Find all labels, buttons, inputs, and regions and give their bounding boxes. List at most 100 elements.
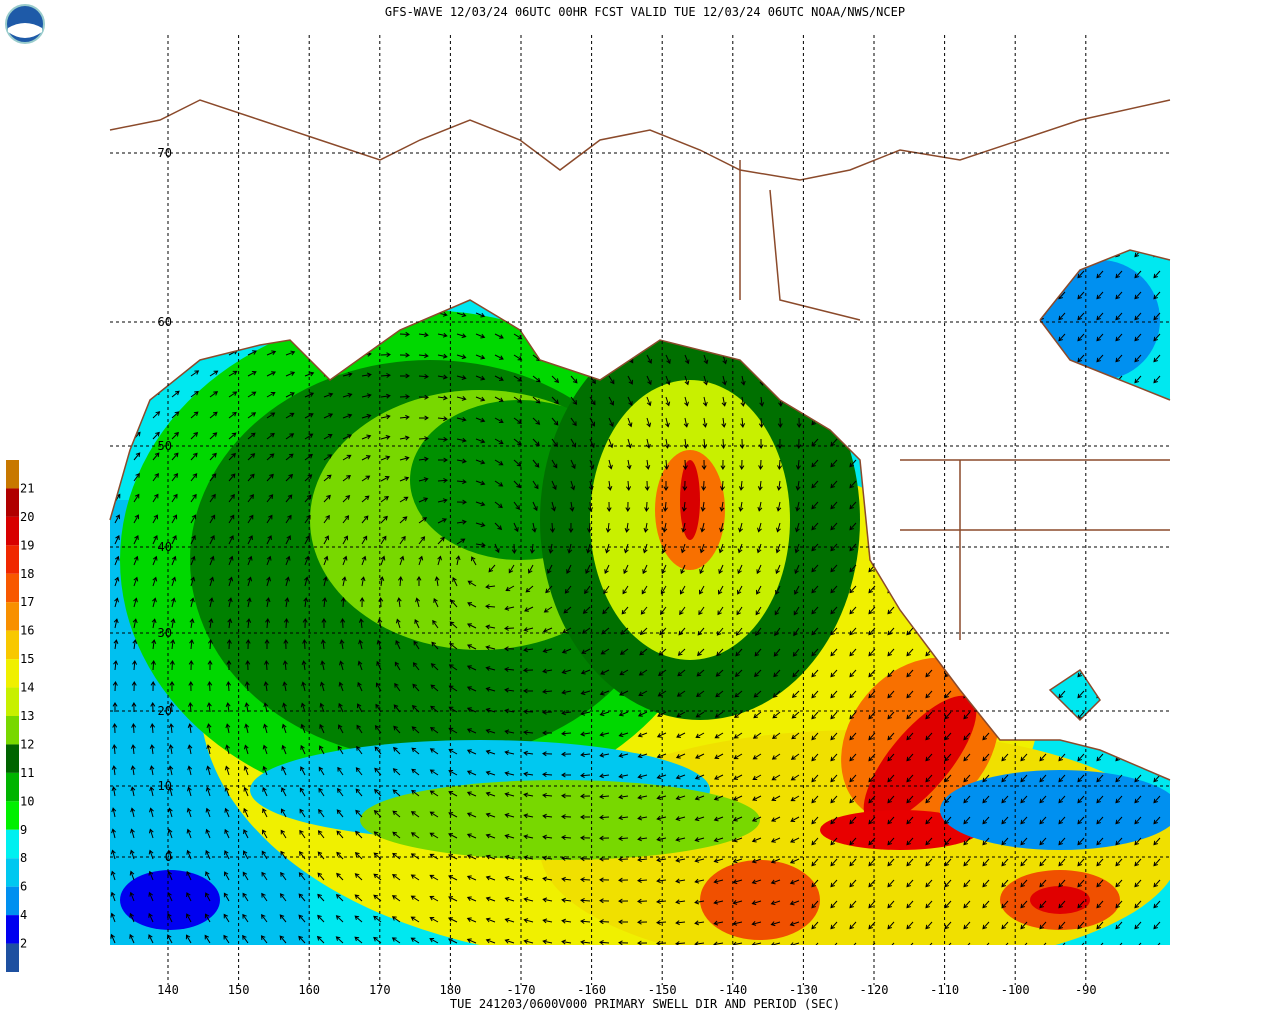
arrow	[982, 501, 990, 510]
arrow	[189, 639, 195, 650]
arrow	[656, 795, 667, 800]
arrow	[777, 459, 783, 470]
arrow	[562, 627, 572, 634]
arrow	[944, 921, 952, 930]
arrow	[532, 270, 542, 277]
arrow	[795, 459, 801, 470]
arrow	[171, 452, 179, 461]
arrow	[285, 412, 295, 419]
colorbar-swatch	[6, 915, 19, 944]
arrow	[523, 729, 534, 735]
latitude-label: 40	[158, 540, 172, 554]
arrow	[148, 828, 154, 839]
arrow	[1039, 816, 1047, 825]
arrow	[485, 791, 496, 797]
arrow	[1020, 606, 1028, 615]
longitude-label: 150	[228, 983, 250, 997]
arrow	[982, 942, 990, 945]
arrow	[113, 660, 119, 671]
arrow	[1058, 627, 1066, 636]
arrow	[779, 333, 784, 344]
arrow	[508, 564, 515, 574]
arrow	[718, 543, 724, 554]
arrow	[133, 555, 139, 566]
arrow	[1134, 732, 1142, 741]
arrow	[114, 348, 123, 356]
arrow	[1115, 564, 1123, 573]
arrow	[1115, 480, 1123, 489]
arrow	[925, 795, 933, 804]
arrow	[580, 772, 591, 778]
arrow	[792, 648, 800, 657]
arrow	[849, 900, 857, 909]
arrow	[722, 333, 728, 344]
arrow	[504, 750, 515, 756]
arrow	[209, 432, 218, 440]
arrow	[618, 940, 629, 945]
arrow	[411, 768, 420, 776]
arrow	[227, 597, 233, 608]
arrow	[830, 837, 838, 846]
arrow	[675, 920, 686, 926]
arrow	[1096, 774, 1104, 783]
arrow	[906, 480, 914, 489]
arrow	[1001, 900, 1009, 909]
arrow	[299, 808, 306, 818]
arrow	[242, 934, 249, 944]
arrow	[982, 564, 990, 573]
arrow	[339, 639, 345, 650]
arrow	[532, 291, 542, 298]
arrow	[485, 686, 496, 692]
arrow	[1039, 585, 1047, 594]
arrow	[963, 459, 971, 468]
arrow	[1001, 753, 1009, 762]
arrow	[1058, 795, 1066, 804]
arrow	[209, 370, 219, 377]
arrow	[228, 473, 236, 482]
arrow	[504, 625, 515, 631]
arrow	[342, 495, 351, 503]
arrow	[392, 810, 401, 818]
arrow	[849, 753, 857, 762]
arrow	[849, 354, 857, 363]
arrow	[1020, 585, 1028, 594]
arrow	[171, 370, 181, 377]
arrow	[356, 724, 363, 734]
arrow	[337, 788, 344, 797]
arrow	[694, 816, 705, 822]
arrow	[485, 917, 496, 923]
arrow	[713, 816, 724, 822]
arrow	[713, 941, 724, 945]
arrow	[152, 369, 161, 377]
arrow	[759, 354, 765, 365]
arrow	[830, 585, 838, 594]
arrow	[561, 669, 572, 675]
arrow	[1039, 879, 1047, 888]
latitude-label: 0	[165, 850, 172, 864]
arrow	[1153, 816, 1161, 825]
arrow	[675, 941, 686, 945]
arrow	[830, 270, 838, 279]
arrow	[646, 417, 652, 428]
arrow	[982, 438, 990, 447]
arrow	[190, 432, 199, 440]
arrow	[418, 250, 429, 254]
arrow	[263, 681, 269, 692]
arrow	[925, 732, 933, 741]
arrow	[380, 372, 391, 378]
arrow	[637, 794, 648, 800]
arrow	[209, 411, 218, 419]
arrow	[664, 459, 670, 470]
arrow	[720, 480, 726, 491]
arrow	[683, 417, 689, 428]
arrow	[849, 732, 857, 741]
arrow	[475, 250, 486, 255]
arrow	[410, 895, 420, 902]
arrow	[811, 837, 819, 846]
arrow	[1134, 354, 1142, 363]
arrow	[677, 648, 686, 656]
arrow	[849, 522, 857, 531]
arrow	[963, 669, 971, 678]
colorbar-swatch	[6, 602, 19, 631]
arrow	[811, 690, 819, 699]
